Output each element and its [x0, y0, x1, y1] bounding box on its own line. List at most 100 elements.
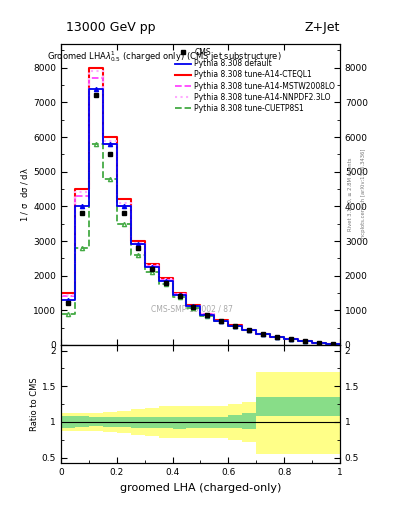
- Pythia 8.308 tune-A14-NNPDF2.3LO: [101, 137, 105, 143]
- Pythia 8.308 tune-A14-CTEQL1: [282, 333, 286, 339]
- Pythia 8.308 default: [86, 203, 91, 209]
- Pythia 8.308 tune-A14-NNPDF2.3LO: [184, 303, 189, 309]
- Pythia 8.308 tune-A14-MSTW2008LO: [212, 311, 217, 317]
- Pythia 8.308 tune-A14-NNPDF2.3LO: [73, 189, 77, 196]
- Pythia 8.308 tune-CUETP8S1: [310, 339, 314, 346]
- Pythia 8.308 tune-CUETP8S1: [268, 334, 273, 340]
- Text: 13000 GeV pp: 13000 GeV pp: [66, 22, 156, 34]
- Pythia 8.308 tune-CUETP8S1: [101, 141, 105, 147]
- Pythia 8.308 tune-A14-CTEQL1: [268, 330, 273, 336]
- Pythia 8.308 tune-A14-NNPDF2.3LO: [156, 262, 161, 268]
- CMS: [247, 327, 252, 333]
- Text: mcplots.cern.ch [arXiv:1306.3436]: mcplots.cern.ch [arXiv:1306.3436]: [361, 149, 366, 240]
- Pythia 8.308 tune-A14-NNPDF2.3LO: [338, 340, 342, 347]
- Pythia 8.308 tune-A14-NNPDF2.3LO: [282, 336, 286, 342]
- Pythia 8.308 default: [296, 338, 300, 345]
- Pythia 8.308 tune-A14-CTEQL1: [184, 302, 189, 308]
- Pythia 8.308 tune-CUETP8S1: [296, 338, 300, 344]
- Pythia 8.308 tune-A14-MSTW2008LO: [114, 141, 119, 147]
- Pythia 8.308 tune-CUETP8S1: [184, 305, 189, 311]
- Pythia 8.308 tune-CUETP8S1: [156, 281, 161, 287]
- Pythia 8.308 tune-A14-NNPDF2.3LO: [212, 311, 217, 317]
- Pythia 8.308 tune-A14-MSTW2008LO: [226, 317, 231, 324]
- Pythia 8.308 default: [310, 340, 314, 346]
- Pythia 8.308 tune-A14-CTEQL1: [212, 311, 217, 317]
- Pythia 8.308 tune-CUETP8S1: [114, 176, 119, 182]
- CMS: [135, 245, 140, 251]
- Pythia 8.308 tune-A14-CTEQL1: [114, 197, 119, 203]
- Pythia 8.308 default: [282, 334, 286, 340]
- Pythia 8.308 tune-A14-MSTW2008LO: [142, 263, 147, 269]
- Pythia 8.308 tune-CUETP8S1: [128, 221, 133, 227]
- Pythia 8.308 tune-A14-NNPDF2.3LO: [212, 317, 217, 324]
- Pythia 8.308 tune-A14-NNPDF2.3LO: [226, 323, 231, 329]
- Pythia 8.308 tune-A14-NNPDF2.3LO: [282, 334, 286, 340]
- CMS: [289, 336, 294, 343]
- Pythia 8.308 tune-A14-MSTW2008LO: [86, 193, 91, 199]
- Pythia 8.308 tune-A14-MSTW2008LO: [338, 341, 342, 347]
- Pythia 8.308 tune-A14-NNPDF2.3LO: [114, 137, 119, 143]
- Pythia 8.308 tune-A14-MSTW2008LO: [296, 338, 300, 344]
- Pythia 8.308 default: [268, 331, 273, 337]
- Pythia 8.308 tune-A14-MSTW2008LO: [170, 277, 175, 283]
- Pythia 8.308 tune-A14-MSTW2008LO: [212, 317, 217, 324]
- Pythia 8.308 tune-A14-CTEQL1: [310, 338, 314, 344]
- Pythia 8.308 tune-A14-NNPDF2.3LO: [198, 303, 203, 309]
- Pythia 8.308 tune-A14-MSTW2008LO: [101, 141, 105, 147]
- Pythia 8.308 tune-A14-NNPDF2.3LO: [324, 339, 329, 346]
- Pythia 8.308 tune-A14-NNPDF2.3LO: [268, 334, 273, 340]
- Pythia 8.308 tune-A14-CTEQL1: [268, 333, 273, 339]
- CMS: [107, 152, 112, 158]
- Line: Pythia 8.308 tune-A14-CTEQL1: Pythia 8.308 tune-A14-CTEQL1: [61, 68, 340, 344]
- Pythia 8.308 tune-A14-MSTW2008LO: [73, 193, 77, 199]
- Line: CMS: CMS: [66, 94, 335, 346]
- Text: Z+Jet: Z+Jet: [305, 22, 340, 34]
- Pythia 8.308 tune-A14-CTEQL1: [282, 336, 286, 342]
- Pythia 8.308 tune-A14-MSTW2008LO: [240, 327, 244, 333]
- Pythia 8.308 tune-A14-NNPDF2.3LO: [73, 292, 77, 298]
- Pythia 8.308 tune-A14-CTEQL1: [170, 290, 175, 296]
- CMS: [121, 210, 126, 217]
- Y-axis label: Ratio to CMS: Ratio to CMS: [30, 377, 39, 431]
- Pythia 8.308 tune-CUETP8S1: [142, 252, 147, 258]
- Pythia 8.308 tune-A14-CTEQL1: [86, 65, 91, 71]
- Pythia 8.308 tune-A14-MSTW2008LO: [101, 75, 105, 81]
- Pythia 8.308 tune-CUETP8S1: [212, 318, 217, 325]
- Pythia 8.308 tune-A14-CTEQL1: [226, 322, 231, 328]
- Pythia 8.308 tune-A14-NNPDF2.3LO: [268, 331, 273, 337]
- Pythia 8.308 tune-A14-CTEQL1: [296, 336, 300, 342]
- Pythia 8.308 tune-A14-NNPDF2.3LO: [254, 327, 259, 333]
- CMS: [79, 210, 84, 217]
- Text: CMS-SMP-19-002 / 87: CMS-SMP-19-002 / 87: [151, 304, 233, 313]
- Pythia 8.308 default: [73, 203, 77, 209]
- Pythia 8.308 default: [324, 341, 329, 347]
- Pythia 8.308 default: [142, 241, 147, 247]
- CMS: [177, 293, 182, 300]
- Pythia 8.308 tune-CUETP8S1: [156, 269, 161, 275]
- Pythia 8.308 tune-A14-CTEQL1: [142, 238, 147, 244]
- Pythia 8.308 tune-A14-NNPDF2.3LO: [310, 338, 314, 344]
- Pythia 8.308 tune-A14-CTEQL1: [170, 275, 175, 282]
- Pythia 8.308 default: [101, 86, 105, 92]
- Legend: CMS, Pythia 8.308 default, Pythia 8.308 tune-A14-CTEQL1, Pythia 8.308 tune-A14-M: CMS, Pythia 8.308 default, Pythia 8.308 …: [173, 46, 338, 115]
- Pythia 8.308 tune-A14-CTEQL1: [101, 65, 105, 71]
- Pythia 8.308 default: [240, 327, 244, 333]
- X-axis label: groomed LHA (charged-only): groomed LHA (charged-only): [120, 483, 281, 493]
- Pythia 8.308 tune-A14-MSTW2008LO: [156, 277, 161, 283]
- Pythia 8.308 tune-A14-MSTW2008LO: [226, 323, 231, 329]
- Pythia 8.308 default: [324, 340, 329, 346]
- Pythia 8.308 tune-A14-NNPDF2.3LO: [128, 200, 133, 206]
- Pythia 8.308 tune-A14-NNPDF2.3LO: [59, 292, 63, 298]
- Pythia 8.308 default: [254, 327, 259, 333]
- Pythia 8.308 tune-CUETP8S1: [240, 323, 244, 329]
- Pythia 8.308 tune-A14-MSTW2008LO: [59, 293, 63, 300]
- Pythia 8.308 tune-A14-MSTW2008LO: [184, 291, 189, 297]
- Pythia 8.308 tune-A14-NNPDF2.3LO: [324, 340, 329, 347]
- Pythia 8.308 tune-A14-CTEQL1: [73, 290, 77, 296]
- Pythia 8.308 default: [128, 241, 133, 247]
- Pythia 8.308 tune-CUETP8S1: [170, 281, 175, 287]
- Pythia 8.308 default: [198, 312, 203, 318]
- Pythia 8.308 tune-CUETP8S1: [254, 331, 259, 337]
- Pythia 8.308 default: [101, 141, 105, 147]
- Text: Groomed LHA$\lambda^1_{0.5}$ (charged only) (CMS jet substructure): Groomed LHA$\lambda^1_{0.5}$ (charged on…: [47, 50, 281, 65]
